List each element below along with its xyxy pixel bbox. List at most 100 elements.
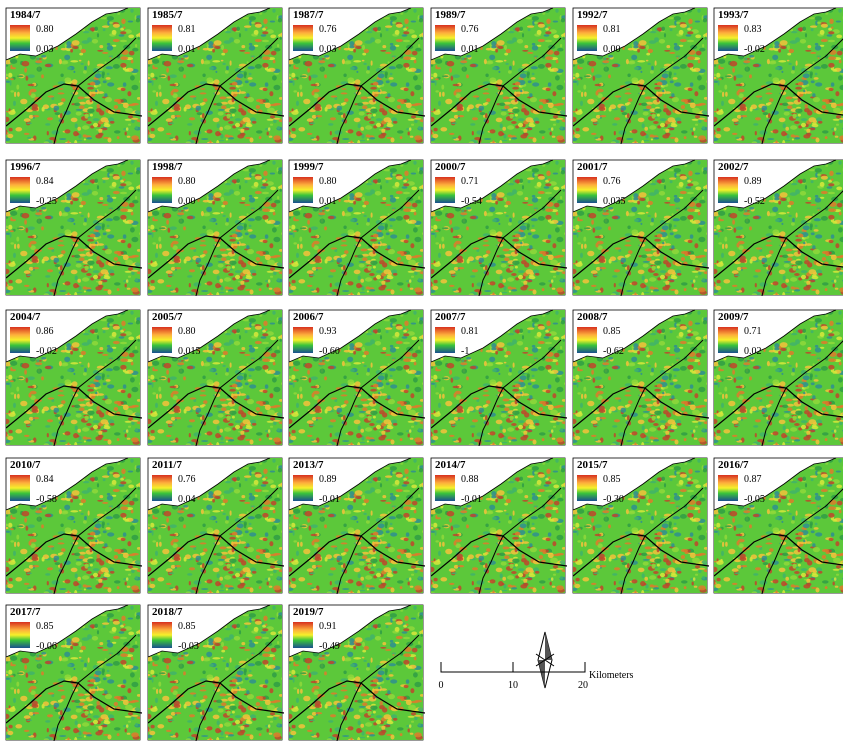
legend-min: 0.01 <box>178 44 196 55</box>
legend-max: 0.81 <box>603 24 621 35</box>
map-panel: 1999/70.800.01 <box>289 160 425 296</box>
panel-year: 2005/7 <box>152 311 183 323</box>
map-panel: 2018/70.85-0.03 <box>148 605 284 741</box>
legend-max: 0.80 <box>178 326 196 337</box>
legend-max: 0.86 <box>36 326 54 337</box>
legend-max: 0.76 <box>178 474 196 485</box>
map-panel: 2009/70.710.02 <box>714 310 843 446</box>
legend-min: 0.02 <box>744 346 762 357</box>
legend-min: 0.00 <box>603 44 621 55</box>
legend-min: 0.00 <box>178 196 196 207</box>
map-panel: 2011/70.760.04 <box>148 458 284 594</box>
legend-min: -0.62 <box>603 346 624 357</box>
legend-max: 0.85 <box>603 474 621 485</box>
panel-year: 1998/7 <box>152 161 183 173</box>
legend-max: 0.76 <box>319 24 337 35</box>
map-panel: 1998/7 0.80 0.00 <box>148 160 284 296</box>
map-panel: 2014/70.88-0.01 <box>431 458 567 594</box>
figure: 0 10 20 Kilometers 1984/70.800.031985/70… <box>0 0 843 745</box>
legend-ramp <box>152 177 172 203</box>
panel-year: 2018/7 <box>152 606 183 618</box>
legend-max: 0.87 <box>744 474 762 485</box>
scale-unit: Kilometers <box>589 670 634 681</box>
panel-year: 2017/7 <box>10 606 41 618</box>
map-panel: 2008/70.85-0.62 <box>573 310 709 446</box>
legend-max: 0.81 <box>178 24 196 35</box>
panel-year: 2007/7 <box>435 311 466 323</box>
panel-year: 2016/7 <box>718 459 749 471</box>
panel-year: 2019/7 <box>293 606 324 618</box>
legend-ramp <box>577 475 597 501</box>
map-panel: 2017/70.85-0.06 <box>6 605 142 741</box>
legend-min: -0.06 <box>36 641 57 652</box>
legend-max: 0.89 <box>744 176 762 187</box>
legend-min: -1 <box>461 346 469 357</box>
legend-max: 0.83 <box>744 24 762 35</box>
panel-year: 2013/7 <box>293 459 324 471</box>
legend-max: 0.76 <box>603 176 621 187</box>
legend-min: 0.01 <box>461 44 479 55</box>
legend-ramp <box>152 622 172 648</box>
panel-year: 2009/7 <box>718 311 749 323</box>
panel-year: 1993/7 <box>718 9 749 21</box>
legend-max: 0.85 <box>178 621 196 632</box>
panel-year: 2000/7 <box>435 161 466 173</box>
map-panel: 2004/70.86-0.02 <box>6 310 142 446</box>
page: 0 10 20 Kilometers 1984/70.800.031985/70… <box>0 0 843 745</box>
panel-year: 2006/7 <box>293 311 324 323</box>
legend-max: 0.85 <box>603 326 621 337</box>
map-panel: 1992/7 0.81 0.00 <box>573 8 709 144</box>
legend-min: -0.25 <box>36 196 57 207</box>
legend-ramp <box>435 25 455 51</box>
legend-ramp <box>10 475 30 501</box>
panel-year: 1985/7 <box>152 9 183 21</box>
panel-year: 1992/7 <box>577 9 608 21</box>
legend-max: 0.80 <box>36 24 54 35</box>
map-panel: 2019/70.91-0.49 <box>289 605 425 741</box>
legend-max: 0.81 <box>461 326 479 337</box>
legend-min: -0.05 <box>744 494 765 505</box>
map-panel: 1996/70.84-0.25 <box>6 160 142 296</box>
legend-min: -0.58 <box>36 494 57 505</box>
legend-max: 0.89 <box>319 474 337 485</box>
legend-ramp <box>577 327 597 353</box>
legend-max: 0.91 <box>319 621 337 632</box>
legend-min: 0.01 <box>319 196 337 207</box>
panel-year: 1999/7 <box>293 161 324 173</box>
legend-min: -0.01 <box>319 494 340 505</box>
legend-min: 0.03 <box>36 44 54 55</box>
legend-ramp <box>10 327 30 353</box>
legend-ramp <box>10 177 30 203</box>
panel-year: 2015/7 <box>577 459 608 471</box>
legend-min: 0.035 <box>603 196 626 207</box>
panel-year: 1984/7 <box>10 9 41 21</box>
legend-min: -0.01 <box>461 494 482 505</box>
map-panel: 1985/7 0.81 0.01 <box>148 8 284 144</box>
legend-max: 0.71 <box>461 176 479 187</box>
legend-ramp <box>152 327 172 353</box>
legend-ramp <box>10 25 30 51</box>
legend-max: 0.80 <box>178 176 196 187</box>
legend-ramp <box>718 25 738 51</box>
panel-year: 2010/7 <box>10 459 41 471</box>
north-arrow <box>536 632 554 688</box>
map-panel: 1984/7 0.80 0.03 <box>6 8 142 144</box>
legend-ramp <box>293 475 313 501</box>
legend-max: 0.84 <box>36 176 54 187</box>
map-panel: 2002/7 0.89 -0.52 <box>714 160 843 296</box>
map-panel: 2010/7 0.84 -0.58 <box>6 458 142 594</box>
scale-label: 0 <box>439 680 444 691</box>
scale-label: 10 <box>508 680 518 691</box>
legend-min: -0.02 <box>744 44 765 55</box>
panel-year: 1989/7 <box>435 9 466 21</box>
legend-ramp <box>435 475 455 501</box>
map-panel: 1993/7 0.83 -0.02 <box>714 8 843 144</box>
legend-ramp <box>293 25 313 51</box>
legend-max: 0.84 <box>36 474 54 485</box>
legend-max: 0.88 <box>461 474 479 485</box>
panel-year: 2002/7 <box>718 161 749 173</box>
legend-ramp <box>435 177 455 203</box>
legend-ramp <box>293 622 313 648</box>
legend-min: -0.52 <box>744 196 765 207</box>
legend-min: -0.60 <box>319 346 340 357</box>
